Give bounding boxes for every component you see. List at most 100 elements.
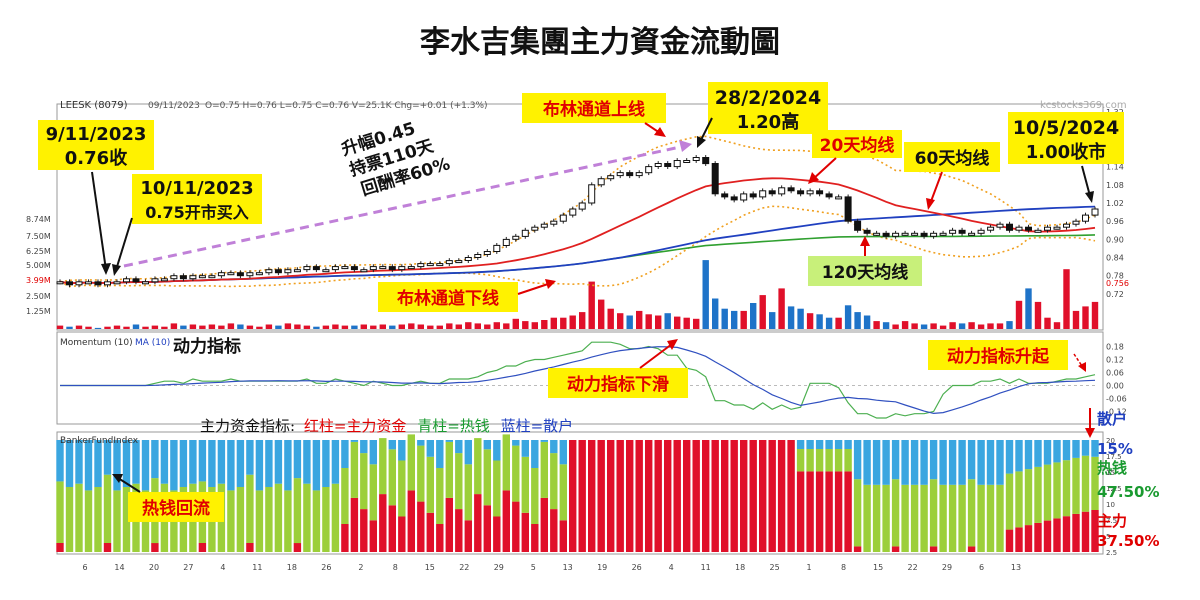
- candle-body: [142, 281, 149, 285]
- date-tick-label: 5: [531, 563, 536, 572]
- fund-bar-main: [673, 440, 681, 552]
- fund-bar-main: [692, 440, 700, 552]
- date-tick-label: 27: [183, 563, 193, 572]
- volume-bar: [873, 321, 880, 329]
- fund-bar-retail: [815, 440, 824, 449]
- price-tick-label: 0.72: [1106, 290, 1124, 299]
- volume-bar: [227, 323, 235, 329]
- price-tick-label: 0.78: [1106, 272, 1124, 281]
- candle-body: [179, 275, 187, 280]
- candle-body: [920, 232, 928, 237]
- candle-body: [911, 232, 919, 236]
- fund-bar-hot: [65, 487, 74, 552]
- fund-bar-retail: [958, 440, 966, 485]
- volume-bar: [66, 326, 73, 329]
- volume-bar: [674, 316, 681, 329]
- volume-bar: [683, 317, 690, 329]
- volume-bar: [759, 295, 766, 329]
- callout-28-2-text: 1.20高: [737, 111, 799, 133]
- volume-bar: [284, 323, 292, 329]
- candle-body: [445, 260, 453, 265]
- fund-bar-retail: [825, 440, 833, 449]
- volume-bar: [854, 312, 861, 329]
- volume-bar: [56, 325, 64, 329]
- fund-tick-label: 10: [1106, 501, 1115, 509]
- volume-bar: [560, 317, 567, 329]
- hot-pct: 47.50%: [1097, 483, 1159, 501]
- fund-bar-hot: [958, 484, 966, 552]
- volume-bar: [256, 326, 263, 329]
- fund-bar-hot: [379, 438, 387, 495]
- fund-tick-label: 17.5: [1106, 453, 1122, 461]
- fund-bar-main: [825, 471, 833, 552]
- fund-bar-retail: [122, 440, 131, 487]
- fund-bar-retail: [929, 440, 938, 480]
- fund-bar-main: [834, 471, 843, 552]
- momentum-ma-line: [60, 346, 1096, 415]
- candle-body: [939, 232, 947, 236]
- volume-bar: [901, 321, 909, 329]
- candle-body: [160, 278, 168, 282]
- price-tick-label: 0.90: [1106, 235, 1124, 244]
- callout-10-5-date: 10/5/2024: [1013, 117, 1119, 139]
- fund-bar-hot: [512, 445, 520, 502]
- volume-bar: [769, 312, 776, 329]
- fund-bar-main: [569, 440, 577, 552]
- volume-bar: [379, 324, 386, 329]
- fund-bar-retail: [360, 440, 368, 454]
- fund-tick-label: 7.5: [1106, 517, 1117, 525]
- fund-bar-hot: [872, 484, 881, 552]
- candle-body: [293, 269, 301, 273]
- fund-bar-hot: [265, 487, 273, 552]
- fund-bar-main: [664, 440, 672, 552]
- rise-stats: 升幅0.45 持票110天 回酬率60%: [339, 118, 453, 200]
- date-tick-label: 8: [393, 563, 398, 572]
- candle-body: [768, 190, 776, 195]
- volume-tick-label: 1.25M: [26, 307, 51, 316]
- fund-bar-hot: [56, 481, 64, 543]
- fund-bar-main: [436, 524, 444, 552]
- volume-bar: [132, 324, 140, 329]
- fund-bar-main: [607, 440, 615, 552]
- volume-bar: [1006, 321, 1013, 329]
- fund-bar-main: [531, 524, 539, 552]
- fund-bar-retail: [417, 440, 425, 446]
- fund-bar-main: [1024, 525, 1033, 552]
- fund-bar-retail: [293, 440, 302, 479]
- date-tick-label: 29: [494, 563, 504, 572]
- candle-body: [104, 281, 111, 286]
- volume-bar: [474, 323, 481, 329]
- fund-bar-retail: [1024, 440, 1033, 470]
- fund-bar-main: [616, 440, 624, 552]
- fund-bar-main: [151, 543, 159, 552]
- fund-bar-hot: [891, 479, 900, 547]
- header-date: 09/11/2023: [148, 101, 200, 111]
- bollinger-upper-line: [59, 135, 1096, 283]
- candle-body: [721, 193, 729, 198]
- candle-body: [949, 229, 957, 234]
- fund-bar-retail: [198, 440, 207, 482]
- candle-body: [94, 281, 102, 286]
- momentum-tick-label: 0.00: [1106, 382, 1124, 391]
- fund-bar-main: [1053, 518, 1061, 552]
- fund-bar-retail: [977, 440, 985, 485]
- volume-tick-label: 2.50M: [26, 292, 51, 301]
- volume-bar: [825, 317, 833, 329]
- volume-bar: [531, 322, 538, 329]
- volume-bar: [721, 308, 728, 329]
- candle-body: [873, 232, 881, 236]
- fund-bar-main: [455, 509, 463, 552]
- fund-bar-hot: [521, 456, 529, 513]
- date-tick-label: 13: [563, 563, 573, 572]
- candle-body: [711, 163, 719, 195]
- volume-bar: [351, 325, 358, 329]
- candle-body: [521, 229, 529, 237]
- fund-bar-main: [597, 440, 605, 552]
- candle-body: [531, 226, 539, 231]
- candle-body: [1006, 223, 1013, 231]
- candle-body: [426, 263, 434, 267]
- fund-bar-hot: [407, 434, 415, 491]
- legend-prefix: 主力资金指标:: [200, 417, 295, 435]
- volume-bar: [1015, 300, 1023, 329]
- volume-bar: [218, 325, 225, 329]
